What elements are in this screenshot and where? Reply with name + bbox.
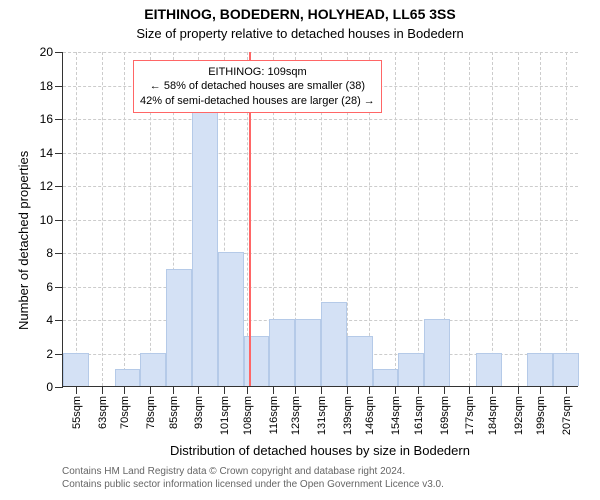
x-tick-label: 131sqm [314, 396, 328, 435]
y-tick-label: 10 [40, 213, 63, 227]
histogram-bar [424, 319, 450, 386]
x-tick-label: 161sqm [411, 396, 425, 435]
x-tick [518, 386, 519, 394]
histogram-bar [321, 302, 347, 386]
x-tick-label: 108sqm [240, 396, 254, 435]
x-tick [369, 386, 370, 394]
x-tick [247, 386, 248, 394]
y-tick-label: 20 [40, 45, 63, 59]
plot-area: 0246810121416182055sqm63sqm70sqm78sqm85s… [62, 52, 578, 387]
histogram-bar [269, 319, 295, 386]
x-axis-label: Distribution of detached houses by size … [62, 443, 578, 458]
histogram-bar [166, 269, 192, 386]
histogram-bar [553, 353, 579, 387]
x-tick [102, 386, 103, 394]
annotation-line: EITHINOG: 109sqm [140, 65, 375, 79]
x-tick-label: 169sqm [437, 396, 451, 435]
x-tick-label: 146sqm [362, 396, 376, 435]
histogram-bar [398, 353, 424, 387]
x-tick [273, 386, 274, 394]
annotation-box: EITHINOG: 109sqm← 58% of detached houses… [133, 60, 382, 113]
annotation-line: 42% of semi-detached houses are larger (… [140, 94, 375, 108]
gridline-vertical [102, 52, 103, 386]
x-tick [566, 386, 567, 394]
x-tick [124, 386, 125, 394]
y-tick-label: 12 [40, 179, 63, 193]
x-tick [321, 386, 322, 394]
x-tick-label: 93sqm [191, 396, 205, 429]
y-tick-label: 2 [46, 347, 63, 361]
chart-footer: Contains HM Land Registry data © Crown c… [62, 465, 444, 491]
y-tick-label: 0 [46, 380, 63, 394]
gridline-vertical [518, 52, 519, 386]
x-tick [540, 386, 541, 394]
y-axis-label: Number of detached properties [16, 150, 31, 329]
x-tick-label: 207sqm [559, 396, 573, 435]
x-tick-label: 63sqm [95, 396, 109, 429]
x-tick [224, 386, 225, 394]
histogram-bar [373, 369, 399, 386]
histogram-bar [347, 336, 373, 386]
histogram-bar [527, 353, 553, 387]
x-tick [76, 386, 77, 394]
x-tick-label: 192sqm [511, 396, 525, 435]
x-tick [469, 386, 470, 394]
x-tick [173, 386, 174, 394]
gridline-vertical [469, 52, 470, 386]
x-tick [492, 386, 493, 394]
histogram-bar [295, 319, 321, 386]
x-tick [295, 386, 296, 394]
histogram-bar [218, 252, 244, 386]
footer-line2: Contains public sector information licen… [62, 478, 444, 491]
x-tick-label: 184sqm [485, 396, 499, 435]
x-tick [395, 386, 396, 394]
x-tick-label: 55sqm [69, 396, 83, 429]
gridline-vertical [540, 52, 541, 386]
chart-subtitle: Size of property relative to detached ho… [0, 26, 600, 41]
y-tick-label: 8 [46, 246, 63, 260]
x-tick-label: 123sqm [288, 396, 302, 435]
footer-line1: Contains HM Land Registry data © Crown c… [62, 465, 444, 478]
x-tick-label: 154sqm [388, 396, 402, 435]
x-tick-label: 85sqm [166, 396, 180, 429]
y-tick-label: 14 [40, 146, 63, 160]
gridline-vertical [395, 52, 396, 386]
y-tick-label: 16 [40, 112, 63, 126]
gridline-vertical [492, 52, 493, 386]
x-tick-label: 116sqm [266, 396, 280, 434]
chart-container: EITHINOG, BODEDERN, HOLYHEAD, LL65 3SS S… [0, 0, 600, 500]
gridline-vertical [124, 52, 125, 386]
x-tick [444, 386, 445, 394]
x-tick-label: 139sqm [340, 396, 354, 435]
x-tick-label: 78sqm [143, 396, 157, 429]
gridline-vertical [418, 52, 419, 386]
x-tick [347, 386, 348, 394]
histogram-bar [140, 353, 166, 387]
histogram-bar [476, 353, 502, 387]
y-tick-label: 18 [40, 79, 63, 93]
x-tick [418, 386, 419, 394]
x-tick-label: 70sqm [117, 396, 131, 429]
histogram-bar [63, 353, 89, 387]
histogram-bar [115, 369, 141, 386]
y-tick-label: 4 [46, 313, 63, 327]
chart-title: EITHINOG, BODEDERN, HOLYHEAD, LL65 3SS [0, 6, 600, 22]
y-tick-label: 6 [46, 280, 63, 294]
gridline-vertical [566, 52, 567, 386]
x-tick-label: 199sqm [533, 396, 547, 435]
x-tick-label: 101sqm [217, 396, 231, 435]
x-tick [198, 386, 199, 394]
x-tick [150, 386, 151, 394]
annotation-line: ← 58% of detached houses are smaller (38… [140, 79, 375, 93]
gridline-vertical [76, 52, 77, 386]
x-tick-label: 177sqm [462, 396, 476, 435]
histogram-bar [192, 85, 218, 387]
histogram-bar [244, 336, 270, 386]
